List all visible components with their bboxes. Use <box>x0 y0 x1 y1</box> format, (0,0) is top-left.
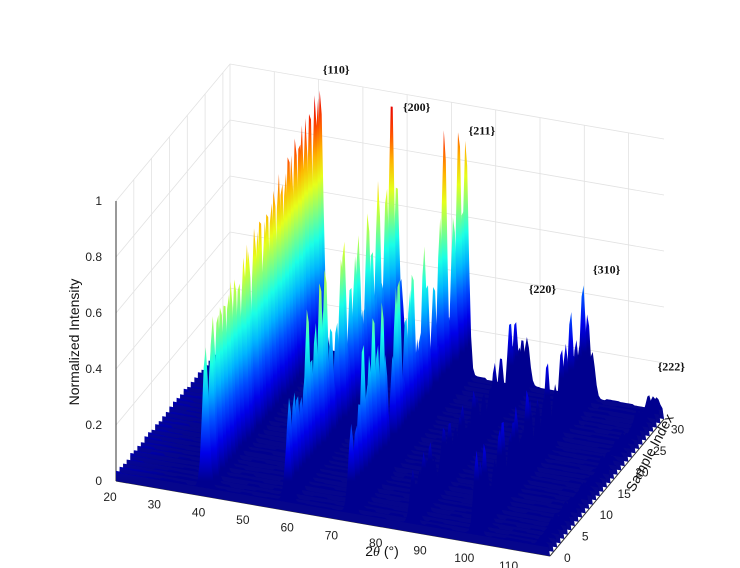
z-tick-label: 0.2 <box>85 418 102 432</box>
x-axis-title-suffix: (°) <box>380 543 399 559</box>
x-axis-title-symbol: θ <box>373 545 380 560</box>
z-tick-label: 1 <box>95 194 102 208</box>
y-tick-label: 10 <box>600 508 614 522</box>
z-tick-label: 0.8 <box>85 250 102 264</box>
z-axis-title: Normalized Intensity <box>66 279 82 406</box>
x-tick-label: 20 <box>103 490 117 504</box>
y-tick-label: 20 <box>635 465 649 479</box>
x-axis-title-prefix: 2 <box>365 543 373 559</box>
peak-labels: {110} {200} {211} {220} {310} {222} <box>323 63 686 374</box>
y-tick-label: 0 <box>564 551 571 565</box>
x-tick-label: 30 <box>148 498 162 512</box>
y-tick-label: 25 <box>653 444 667 458</box>
z-tick-label: 0.6 <box>85 306 102 320</box>
peak-label: {310} <box>593 262 621 276</box>
y-tick-label: 5 <box>582 530 589 544</box>
tick-labels: 203040506070809010011005101520253000.20.… <box>85 194 684 568</box>
peak-label: {222} <box>658 360 686 374</box>
x-tick-label: 90 <box>413 544 427 558</box>
surface <box>116 90 664 556</box>
peak-label: {211} <box>468 124 495 138</box>
x-tick-label: 50 <box>236 513 250 527</box>
peak-label: {200} <box>403 100 431 114</box>
peak-label: {110} <box>323 63 350 77</box>
x-tick-label: 40 <box>192 505 206 519</box>
x-tick-label: 60 <box>280 521 294 535</box>
z-tick-label: 0.4 <box>85 362 102 376</box>
peak-label: {220} <box>529 282 557 296</box>
x-tick-label: 110 <box>499 559 518 568</box>
x-axis-title: 2θ (°) <box>365 543 399 560</box>
x-tick-label: 70 <box>325 528 339 542</box>
x-tick-label: 100 <box>454 551 474 565</box>
y-tick-label: 15 <box>617 487 631 501</box>
x-tick-label: 80 <box>369 536 383 550</box>
surface-row-base <box>116 472 550 556</box>
z-tick-label: 0 <box>95 474 102 488</box>
y-tick-label: 30 <box>671 423 685 437</box>
